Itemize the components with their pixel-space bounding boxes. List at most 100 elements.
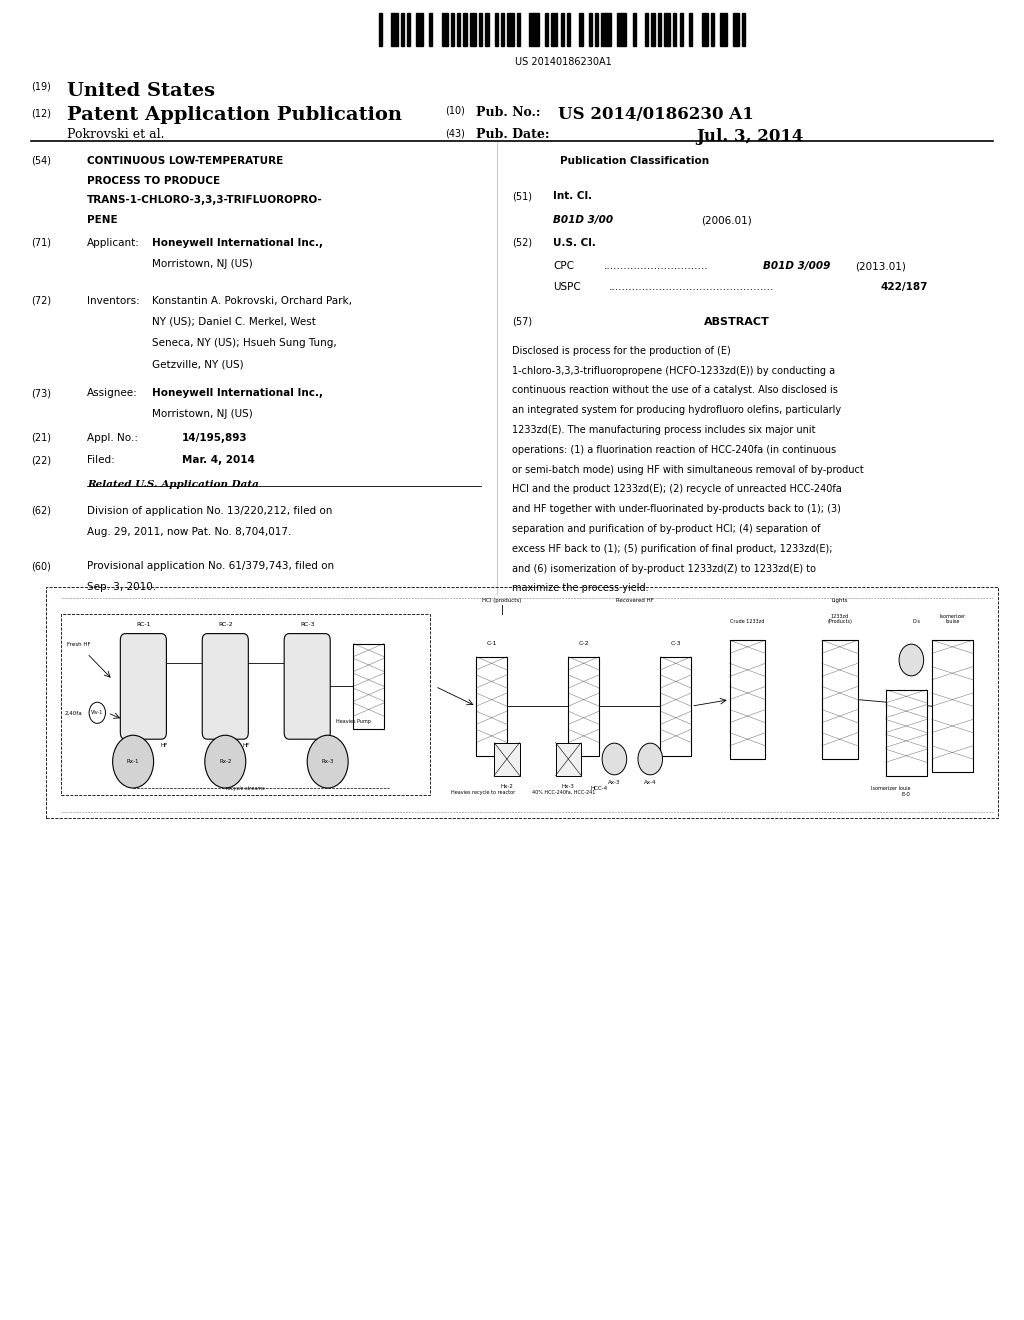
Text: Disclosed is process for the production of (E): Disclosed is process for the production …	[512, 346, 731, 356]
Text: HCl (products): HCl (products)	[482, 598, 521, 603]
Bar	[733, 13, 739, 46]
Text: Publication Classification: Publication Classification	[560, 156, 710, 166]
Bar	[494, 742, 519, 776]
Bar	[417, 13, 423, 46]
Text: Ax-3: Ax-3	[608, 780, 621, 785]
Text: (72): (72)	[31, 296, 51, 306]
Text: Recovered HF: Recovered HF	[616, 598, 653, 603]
Bar	[479, 13, 482, 46]
Bar	[560, 13, 563, 46]
Text: HCC-4: HCC-4	[591, 785, 607, 791]
Text: Jul. 3, 2014: Jul. 3, 2014	[696, 128, 804, 145]
Text: excess HF back to (1); (5) purification of final product, 1233zd(E);: excess HF back to (1); (5) purification …	[512, 544, 833, 554]
Text: PENE: PENE	[87, 215, 118, 226]
Bar	[886, 689, 927, 776]
Text: HF: HF	[160, 743, 168, 748]
Text: Rx-2: Rx-2	[219, 759, 231, 764]
Text: Konstantin A. Pokrovski, Orchard Park,: Konstantin A. Pokrovski, Orchard Park,	[152, 296, 351, 306]
Text: 40% HCC-240fa, HCC-241: 40% HCC-240fa, HCC-241	[532, 789, 596, 795]
Text: (2013.01): (2013.01)	[855, 261, 906, 272]
Circle shape	[899, 644, 924, 676]
Circle shape	[205, 735, 246, 788]
Text: Vlv-1: Vlv-1	[91, 710, 103, 715]
Circle shape	[307, 735, 348, 788]
Circle shape	[602, 743, 627, 775]
Text: maximize the process yield.: maximize the process yield.	[512, 583, 648, 594]
Text: and (6) isomerization of by-product 1233zd(Z) to 1233zd(E) to: and (6) isomerization of by-product 1233…	[512, 564, 816, 574]
Text: TRANS-1-CHLORO-3,3,3-TRIFLUOROPRO-: TRANS-1-CHLORO-3,3,3-TRIFLUOROPRO-	[87, 195, 323, 206]
Text: (62): (62)	[31, 506, 51, 516]
Bar	[645, 13, 648, 46]
Text: Assignee:: Assignee:	[87, 388, 138, 399]
Bar	[470, 13, 476, 46]
Text: 1233zd(E). The manufacturing process includes six major unit: 1233zd(E). The manufacturing process inc…	[512, 425, 815, 436]
Text: PROCESS TO PRODUCE: PROCESS TO PRODUCE	[87, 176, 220, 186]
Text: Appl. No.:: Appl. No.:	[87, 433, 138, 444]
Text: RC-2: RC-2	[218, 622, 232, 627]
Text: US 2014/0186230 A1: US 2014/0186230 A1	[558, 106, 754, 123]
Circle shape	[113, 735, 154, 788]
Text: Seneca, NY (US); Hsueh Sung Tung,: Seneca, NY (US); Hsueh Sung Tung,	[152, 338, 336, 348]
Text: B01D 3/009: B01D 3/009	[763, 261, 830, 272]
Text: ...............................: ...............................	[604, 261, 709, 272]
Text: Related U.S. Application Data: Related U.S. Application Data	[87, 480, 259, 490]
Bar	[517, 13, 520, 46]
Text: operations: (1) a fluorination reaction of HCC-240fa (in continuous: operations: (1) a fluorination reaction …	[512, 445, 837, 455]
Text: (51): (51)	[512, 191, 532, 202]
Text: Crude 1233zd: Crude 1233zd	[730, 619, 765, 624]
Text: continuous reaction without the use of a catalyst. Also disclosed is: continuous reaction without the use of a…	[512, 385, 838, 396]
Bar	[729, 640, 766, 759]
Circle shape	[638, 743, 663, 775]
Bar	[711, 13, 714, 46]
Text: Honeywell International Inc.,: Honeywell International Inc.,	[152, 388, 323, 399]
Text: RC-1: RC-1	[136, 622, 151, 627]
Bar	[429, 13, 432, 46]
Text: Filed:: Filed:	[87, 455, 115, 466]
Bar	[529, 13, 539, 46]
Text: CPC: CPC	[553, 261, 574, 272]
Text: Heavies Pump: Heavies Pump	[336, 719, 371, 725]
Text: (54): (54)	[31, 156, 51, 166]
Text: (2006.01): (2006.01)	[701, 215, 753, 226]
Text: Rx-1: Rx-1	[127, 759, 139, 764]
Text: HF: HF	[242, 743, 250, 748]
Bar	[568, 656, 599, 755]
Text: Rx-3: Rx-3	[322, 759, 334, 764]
Bar	[451, 13, 454, 46]
Text: Aug. 29, 2011, now Pat. No. 8,704,017.: Aug. 29, 2011, now Pat. No. 8,704,017.	[87, 527, 292, 537]
Text: 422/187: 422/187	[881, 282, 928, 293]
Bar	[680, 13, 683, 46]
Bar	[441, 13, 447, 46]
FancyBboxPatch shape	[284, 634, 330, 739]
Text: (22): (22)	[31, 455, 51, 466]
Text: Patent Application Publication: Patent Application Publication	[67, 106, 401, 124]
Bar	[545, 13, 548, 46]
Text: Fresh HF: Fresh HF	[67, 642, 90, 647]
Text: US 20140186230A1: US 20140186230A1	[515, 57, 611, 67]
Bar	[353, 644, 384, 729]
Text: Morristown, NJ (US): Morristown, NJ (US)	[152, 259, 252, 269]
Text: HCl and the product 1233zd(E); (2) recycle of unreacted HCC-240fa: HCl and the product 1233zd(E); (2) recyc…	[512, 484, 842, 495]
Text: .................................................: ........................................…	[609, 282, 774, 293]
Text: Getzville, NY (US): Getzville, NY (US)	[152, 359, 243, 370]
Text: Honeywell International Inc.,: Honeywell International Inc.,	[152, 238, 323, 248]
Text: RC-3: RC-3	[300, 622, 314, 627]
Bar	[580, 13, 583, 46]
Bar	[664, 13, 671, 46]
Bar	[400, 13, 403, 46]
Bar	[660, 656, 691, 755]
FancyBboxPatch shape	[203, 634, 249, 739]
Text: and HF together with under-fluorinated by-products back to (1); (3): and HF together with under-fluorinated b…	[512, 504, 841, 515]
Text: (10): (10)	[445, 106, 465, 116]
Bar	[589, 13, 592, 46]
Text: ABSTRACT: ABSTRACT	[705, 317, 770, 327]
Text: USPC: USPC	[553, 282, 581, 293]
Text: Sep. 3, 2010.: Sep. 3, 2010.	[87, 582, 157, 593]
Bar	[379, 13, 382, 46]
Text: C-2: C-2	[579, 642, 589, 645]
Text: 1-chloro-3,3,3-trifluoropropene (HCFO-1233zd(E)) by conducting a: 1-chloro-3,3,3-trifluoropropene (HCFO-12…	[512, 366, 836, 376]
Text: Pub. No.:: Pub. No.:	[476, 106, 541, 119]
Text: Applicant:: Applicant:	[87, 238, 140, 248]
Text: Provisional application No. 61/379,743, filed on: Provisional application No. 61/379,743, …	[87, 561, 334, 572]
Text: Pokrovski et al.: Pokrovski et al.	[67, 128, 164, 141]
